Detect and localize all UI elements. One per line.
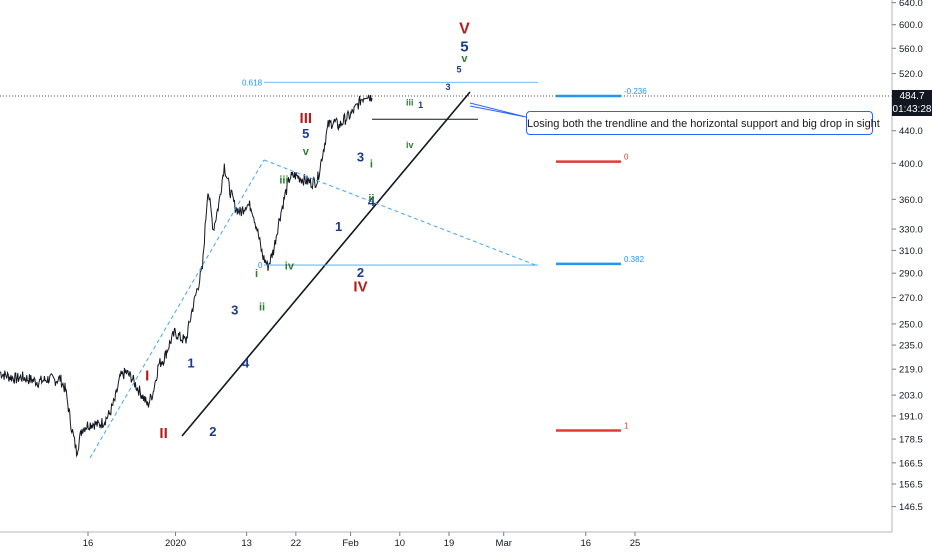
wave-label: iv [285, 261, 295, 273]
wave-label: 2 [209, 424, 216, 439]
y-tick-label: 178.5 [899, 435, 923, 446]
y-tick-label: 156.5 [899, 480, 923, 491]
wave-label: 5 [456, 64, 461, 74]
fib-dashed-up [89, 159, 265, 459]
y-tick-label: 146.5 [899, 502, 923, 513]
x-tick-label: 19 [444, 538, 455, 549]
wave-label: III [300, 110, 313, 127]
wave-label: i [370, 159, 373, 171]
time-axis[interactable]: 16 2020 13 22 Feb 10 19 Mar 16 25 [0, 531, 892, 549]
countdown-tag: 01:43:28 [892, 103, 932, 116]
wave-label: II [159, 425, 167, 442]
x-tick-label: 10 [395, 538, 406, 549]
price-line-layer [0, 93, 373, 458]
y-tick-label: 235.0 [899, 341, 923, 352]
x-tick-label: 16 [580, 538, 591, 549]
wave-label: 5 [460, 38, 468, 55]
price-line [0, 93, 373, 458]
wave-label: ii [368, 193, 374, 205]
wave-label: iv [406, 140, 414, 150]
wave-label: i [255, 268, 258, 280]
wave-label: 5 [302, 126, 309, 141]
wave-label: iii [406, 97, 414, 107]
x-tick-label: 22 [291, 538, 302, 549]
wave-label: 3 [446, 82, 451, 92]
wave-label: v [461, 53, 468, 65]
wave-label: 2 [357, 265, 364, 280]
wave-label: IV [353, 278, 367, 295]
y-tick-label: 310.0 [899, 246, 923, 257]
x-tick-label: Mar [496, 538, 512, 549]
annotation-callout[interactable]: Losing both the trendline and the horizo… [526, 111, 880, 135]
y-tick-label: 360.0 [899, 195, 923, 206]
y-tick-label: 270.0 [899, 293, 923, 304]
y-tick-label: 560.0 [899, 44, 923, 55]
drawing-layer: 0.618 0 -0.236 0 0.382 1 [0, 78, 892, 459]
fib-left-label: 0.618 [242, 78, 263, 87]
y-tick-label: 640.0 [899, 0, 923, 9]
trendline [181, 91, 471, 437]
x-tick-label: 2020 [165, 538, 186, 549]
y-tick-label: 400.0 [899, 159, 923, 170]
fib-projection-label: 0.382 [624, 255, 645, 264]
y-tick-label: 600.0 [899, 20, 923, 31]
y-tick-label: 440.0 [899, 126, 923, 137]
wave-label: 3 [357, 150, 364, 165]
wave-label: 1 [187, 356, 194, 371]
wave-label: 4 [368, 194, 376, 209]
wave-label: 4 [242, 356, 250, 371]
x-tick-label: 25 [630, 538, 641, 549]
fib-projection-label: 0 [624, 153, 629, 162]
wave-label: I [145, 367, 149, 384]
y-tick-label: 166.5 [899, 458, 923, 469]
wave-label: 1 [335, 219, 342, 234]
fib-projection-label: -0.236 [624, 87, 647, 96]
y-tick-label: 290.0 [899, 269, 923, 280]
price-axis[interactable]: 146.5 156.5 166.5 178.5 191.0 203.0 219.0 235.0… [891, 0, 923, 532]
wave-label: 3 [231, 302, 238, 317]
wave-label: iii [279, 175, 288, 187]
y-tick-label: 219.0 [899, 365, 923, 376]
wave-label: ii [259, 302, 265, 314]
y-tick-label: 203.0 [899, 391, 923, 402]
last-price-tag: 484.7 [892, 90, 932, 103]
y-tick-label: 330.0 [899, 225, 923, 236]
y-tick-label: 250.0 [899, 319, 923, 330]
fib-projection-label: 1 [624, 422, 629, 431]
y-tick-label: 520.0 [899, 69, 923, 80]
fib-left-label: 0 [258, 261, 263, 270]
x-tick-label: Feb [342, 538, 358, 549]
wave-label: 1 [418, 100, 423, 110]
plot-background [0, 0, 892, 532]
x-tick-label: 16 [83, 538, 94, 549]
wave-label: v [303, 146, 310, 158]
x-tick-label: 13 [241, 538, 252, 549]
wave-label: V [459, 20, 470, 37]
y-tick-label: 191.0 [899, 411, 923, 422]
